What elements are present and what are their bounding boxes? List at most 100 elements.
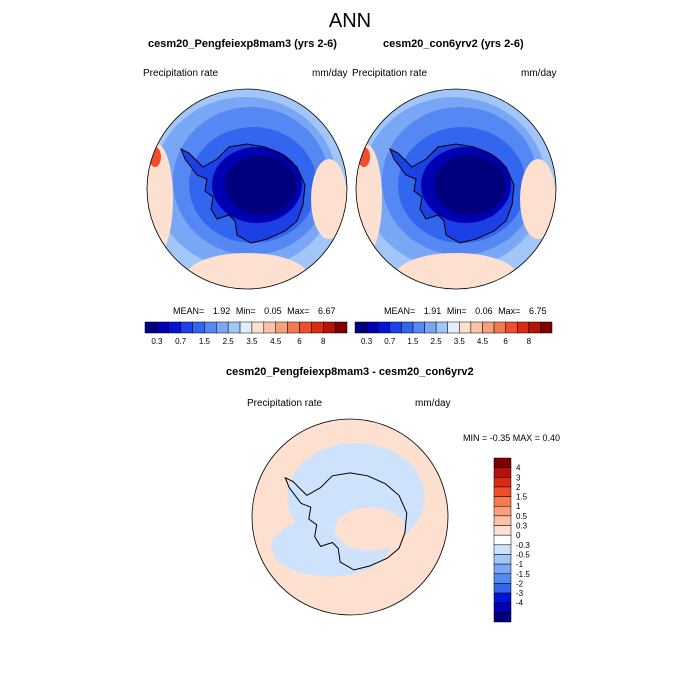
colorbar-box xyxy=(493,612,512,623)
colorbar-box xyxy=(412,321,425,334)
panel2-max-label: Max= xyxy=(498,306,521,316)
colorbar-box xyxy=(377,321,391,334)
colorbar-tick-label: 0 xyxy=(516,531,521,540)
panel2-mean-label: MEAN= xyxy=(384,306,416,316)
colorbar-box xyxy=(516,321,530,334)
colorbar-tick-label: 4.5 xyxy=(270,337,282,346)
colorbar-tick-label: 1.5 xyxy=(407,337,419,346)
colorbar-box xyxy=(354,321,367,334)
map-boundary xyxy=(251,418,449,616)
colorbar-tick-label: 4.5 xyxy=(477,337,489,346)
colorbar-box xyxy=(389,321,402,334)
colorbar-box xyxy=(192,321,205,334)
colorbar-box xyxy=(493,602,512,613)
colorbar-box xyxy=(239,321,253,334)
page-title: ANN xyxy=(328,10,372,32)
colorbar-tick-label: 1.5 xyxy=(516,493,528,502)
panel1-min-label: Min= xyxy=(235,306,256,316)
coastline xyxy=(180,143,306,244)
colorbar-box xyxy=(447,321,460,334)
colorbar-box xyxy=(493,563,512,575)
panel1-min: 0.05 xyxy=(264,306,282,316)
colorbar-box xyxy=(459,321,472,334)
panel2-variable: Precipitation rate xyxy=(352,68,428,79)
colorbar-box xyxy=(470,321,483,334)
colorbar-tick-label: 3 xyxy=(516,473,521,482)
colorbar-tick-label: 0.3 xyxy=(151,337,163,346)
panel2-map xyxy=(355,88,557,290)
colorbar-box xyxy=(144,321,158,334)
panel2-title: cesm20_con6yrv2 (yrs 2-6) xyxy=(383,38,524,50)
colorbar-box xyxy=(528,321,541,334)
colorbar-box xyxy=(204,321,217,334)
colorbar-box xyxy=(493,496,512,507)
colorbar-tick-label: -2 xyxy=(516,579,524,588)
colorbar-box xyxy=(505,321,518,334)
panel2-colorbar: 0.3 0.7 1.5 2.5 3.5 4.5 6 8 xyxy=(354,321,553,346)
panel2-min: 0.06 xyxy=(475,306,493,316)
colorbar-box xyxy=(227,321,241,334)
panel3-stats: MIN = -0.35 MAX = 0.40 xyxy=(463,433,561,443)
colorbar-tick-label: -1 xyxy=(516,560,524,569)
east-warm-band xyxy=(311,159,347,239)
colorbar-box xyxy=(493,583,512,594)
colorbar-box xyxy=(493,554,512,565)
panel1-stats: MEAN= 1.92 Min= 0.05 Max= 6.67 xyxy=(173,306,335,316)
panel1-map xyxy=(146,88,348,290)
colorbar-box xyxy=(493,477,512,488)
colorbar-box xyxy=(322,321,336,334)
colorbar-box xyxy=(435,321,448,334)
panel1-title: cesm20_Pengfeiexp8mam3 (yrs 2-6) xyxy=(148,38,337,50)
colorbar-tick-label: 3.5 xyxy=(246,337,258,346)
colorbar-box xyxy=(180,321,193,334)
colorbar-box xyxy=(493,544,512,555)
colorbar-tick-label: 3.5 xyxy=(454,337,466,346)
colorbar-box xyxy=(493,573,512,584)
panel2-max: 6.75 xyxy=(528,306,547,316)
coastline xyxy=(389,143,515,244)
colorbar-tick-label: -3 xyxy=(516,589,524,598)
colorbar-tick-label: 6 xyxy=(297,337,302,346)
colorbar-tick-label: 0.3 xyxy=(361,337,373,346)
colorbar-box xyxy=(482,321,495,334)
colorbar-box xyxy=(493,467,512,478)
colorbar-tick-label: 2.5 xyxy=(431,337,443,346)
colorbar-box xyxy=(311,321,324,334)
panel2-min-label: Min= xyxy=(446,306,467,316)
colorbar-box xyxy=(168,321,181,334)
colorbar-tick-label: 0.7 xyxy=(384,337,396,346)
colorbar-box xyxy=(366,321,379,334)
colorbar-tick-label: -0.5 xyxy=(516,550,530,559)
map-boundary xyxy=(146,88,348,290)
colorbar-tick-label: 4 xyxy=(516,464,521,473)
panel2-mean: 1.91 xyxy=(423,306,442,316)
colorbar-tick-label: 1.5 xyxy=(199,337,211,346)
north-warm-band xyxy=(187,253,307,289)
colorbar-box xyxy=(493,534,512,546)
colorbar-tick-label: 0.3 xyxy=(516,522,528,531)
colorbar-tick-label: 1 xyxy=(516,502,521,511)
panel3-units: mm/day xyxy=(415,398,451,409)
colorbar-box xyxy=(401,321,414,334)
panel2-units: mm/day xyxy=(521,68,557,79)
panel1-mean: 1.92 xyxy=(212,306,231,316)
panel3-variable: Precipitation rate xyxy=(247,398,323,409)
colorbar-box xyxy=(287,321,300,334)
colorbar-box xyxy=(216,321,229,334)
map-boundary xyxy=(355,88,557,290)
colorbar-box xyxy=(493,592,512,603)
colorbar-box xyxy=(299,321,312,334)
panel1-colorbar: 0.3 0.7 1.5 2.5 3.5 4.5 6 8 xyxy=(144,321,348,346)
colorbar-box xyxy=(424,321,437,334)
colorbar-box xyxy=(263,321,276,334)
colorbar-box xyxy=(493,457,512,468)
colorbar-tick-label: -0.3 xyxy=(516,541,530,550)
colorbar-box xyxy=(251,321,265,334)
colorbar-box xyxy=(540,321,553,334)
interior-min xyxy=(225,155,297,215)
colorbar-tick-label: 0.7 xyxy=(175,337,187,346)
colorbar-box xyxy=(493,515,512,526)
colorbar-box xyxy=(493,525,512,536)
panel1-max-label: Max= xyxy=(287,306,310,316)
